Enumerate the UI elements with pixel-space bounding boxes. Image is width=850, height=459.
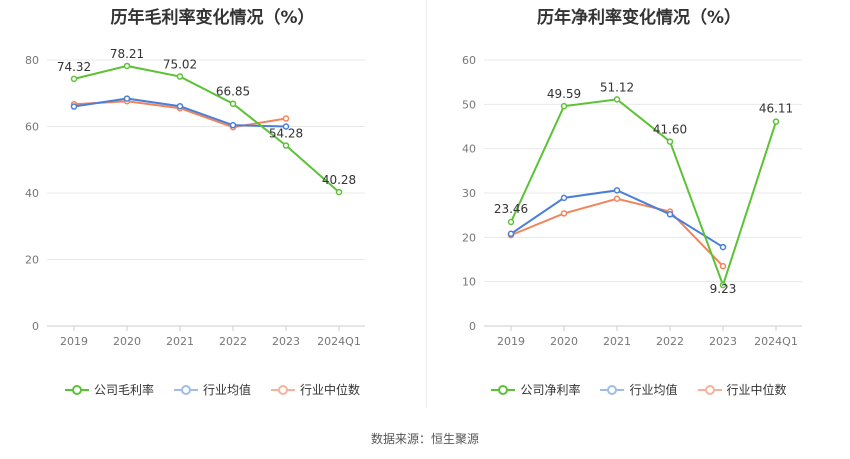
- data-point-company: [613, 96, 621, 103]
- data-point-industry-median: [613, 195, 621, 203]
- data-point-company: [70, 75, 78, 83]
- data-point-industry-mean: [719, 243, 727, 251]
- x-tick-label: 2022: [219, 335, 247, 348]
- data-point-company: [176, 73, 184, 80]
- data-label: 49.59: [547, 87, 581, 101]
- legend-item-industry-median[interactable]: 行业中位数: [271, 381, 360, 398]
- data-point-industry-mean: [70, 103, 78, 110]
- legend-line-icon: [173, 384, 198, 395]
- legend-label: 行业中位数: [300, 383, 361, 397]
- data-point-industry-median: [282, 115, 290, 122]
- panel-divider: [426, 0, 427, 408]
- data-label: 51.12: [600, 80, 634, 94]
- y-tick-label: 20: [25, 254, 39, 267]
- legend-line-icon: [491, 384, 516, 395]
- y-tick-label: 0: [32, 320, 39, 333]
- legend-item-company[interactable]: 公司净利率: [491, 381, 580, 398]
- legend-line-icon: [697, 384, 722, 395]
- data-source: 数据来源：恒生聚源: [370, 432, 479, 446]
- x-tick-label: 2024Q1: [317, 335, 361, 348]
- legend-item-company[interactable]: 公司毛利率: [64, 381, 154, 398]
- y-tick-label: 60: [25, 121, 39, 134]
- legend-label: 公司毛利率: [93, 383, 154, 397]
- data-label: 66.85: [216, 85, 250, 99]
- x-tick-label: 2024Q1: [754, 335, 798, 348]
- data-point-company: [123, 62, 131, 70]
- data-label: 41.60: [653, 123, 687, 137]
- data-label: 54.28: [269, 127, 303, 141]
- y-tick-label: 0: [469, 320, 476, 333]
- data-point-industry-median: [560, 210, 568, 217]
- gross-margin-chart: 历年毛利率变化情况（%） 0 20 40 60 80 2019 2020 2021 2022 20…: [0, 0, 425, 410]
- data-point-industry-mean: [560, 194, 568, 202]
- x-tick-label: 2023: [272, 335, 300, 348]
- x-tick-label: 2020: [550, 335, 578, 348]
- data-point-industry-mean: [282, 123, 290, 130]
- data-point-industry-mean: [123, 95, 131, 102]
- data-label: 46.11: [759, 102, 793, 116]
- y-tick-label: 20: [462, 231, 476, 244]
- data-point-industry-mean: [613, 187, 621, 194]
- y-tick-label: 10: [462, 276, 476, 289]
- data-point-company: [666, 138, 674, 145]
- x-tick-label: 2021: [603, 335, 631, 348]
- data-point-industry-median: [719, 262, 727, 270]
- chart-title: 历年毛利率变化情况（%）: [110, 8, 315, 28]
- legend-item-industry-mean[interactable]: 行业均值: [600, 381, 678, 398]
- net-margin-chart: 历年净利率变化情况（%） 0 10 20 30 40 50 60 2019 2020 2021 20…: [428, 0, 850, 410]
- data-point-company: [772, 118, 780, 125]
- data-point-company: [229, 100, 237, 107]
- data-point-company: [507, 218, 515, 226]
- data-point-company: [560, 102, 568, 110]
- data-point-company: [282, 142, 290, 149]
- data-label: 74.32: [57, 60, 91, 74]
- series-line-company: [73, 64, 340, 193]
- data-point-company: [719, 281, 727, 289]
- data-point-industry-mean: [666, 211, 674, 218]
- legend: 公司毛利率 行业均值 行业中位数: [0, 381, 425, 398]
- series-line-industry-mean: [73, 97, 287, 128]
- x-tick-label: 2022: [656, 335, 684, 348]
- chart-title: 历年净利率变化情况（%）: [536, 8, 742, 28]
- legend-label: 行业均值: [202, 383, 251, 397]
- legend-item-industry-mean[interactable]: 行业均值: [173, 381, 251, 398]
- series-line-industry-median: [510, 197, 724, 267]
- x-tick-label: 2021: [166, 335, 194, 348]
- x-tick-label: 2020: [113, 335, 141, 348]
- data-label: 23.46: [494, 202, 528, 216]
- y-tick-label: 30: [462, 187, 476, 200]
- legend-label: 公司净利率: [520, 383, 581, 397]
- data-label: 78.21: [110, 47, 144, 61]
- y-tick-label: 60: [462, 54, 476, 67]
- net-margin-plot: 0 10 20 30 40 50 60 2019 2020 2021 2022 2023 2024Q1 2…: [462, 54, 802, 348]
- legend-item-industry-median[interactable]: 行业中位数: [697, 381, 787, 398]
- y-tick-label: 80: [25, 54, 39, 67]
- y-tick-label: 40: [25, 187, 39, 200]
- legend-line-icon: [64, 384, 89, 395]
- series-line-company: [510, 98, 777, 289]
- legend-label: 行业中位数: [726, 383, 787, 397]
- data-point-industry-mean: [229, 121, 237, 129]
- data-point-company: [335, 188, 343, 196]
- data-label: 75.02: [163, 58, 197, 72]
- x-tick-label: 2019: [60, 335, 88, 348]
- legend-line-icon: [600, 384, 625, 395]
- data-label: 9.23: [710, 282, 737, 296]
- legend-label: 行业均值: [629, 383, 678, 397]
- legend-line-icon: [271, 384, 295, 395]
- legend: 公司净利率 行业均值 行业中位数: [428, 381, 850, 398]
- data-point-industry-mean: [176, 102, 184, 110]
- gross-margin-plot: 0 20 40 60 80 2019 2020 2021 2022 2023 2024Q1 74.32…: [25, 47, 365, 348]
- data-label: 40.28: [322, 173, 356, 187]
- y-tick-label: 50: [462, 98, 476, 111]
- x-tick-label: 2019: [497, 335, 525, 348]
- x-tick-label: 2023: [709, 335, 737, 348]
- data-point-industry-mean: [507, 230, 515, 238]
- y-tick-label: 40: [462, 143, 476, 156]
